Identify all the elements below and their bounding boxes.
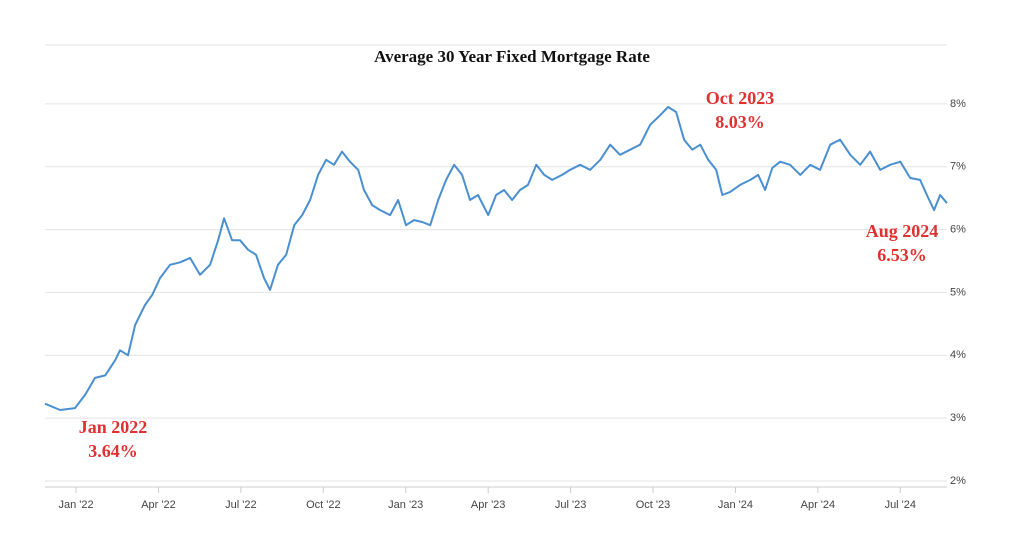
- chart-title: Average 30 Year Fixed Mortgage Rate: [374, 47, 650, 66]
- x-tick-label: Jan '24: [718, 499, 753, 511]
- y-tick-label: 7%: [950, 161, 966, 173]
- annotation: Jan 2022: [79, 417, 148, 437]
- x-tick-label: Jul '24: [885, 499, 916, 511]
- x-tick-label: Jan '23: [388, 499, 423, 511]
- x-tick-label: Apr '22: [141, 499, 176, 511]
- y-tick-label: 5%: [950, 286, 966, 298]
- x-tick-label: Oct '22: [306, 499, 341, 511]
- annotation: 6.53%: [877, 245, 927, 265]
- annotation: 8.03%: [715, 112, 765, 132]
- x-tick-label: Jul '22: [225, 499, 256, 511]
- x-tick-label: Apr '23: [471, 499, 506, 511]
- y-tick-label: 3%: [950, 412, 966, 424]
- annotation: Oct 2023: [706, 88, 774, 108]
- y-tick-label: 4%: [950, 349, 966, 361]
- x-tick-label: Jan '22: [58, 499, 93, 511]
- line-series: [44, 106, 948, 411]
- annotation: 3.64%: [88, 441, 138, 461]
- annotation: Aug 2024: [866, 221, 939, 241]
- y-tick-label: 6%: [950, 223, 966, 235]
- y-tick-label: 8%: [950, 98, 966, 110]
- x-tick-label: Jul '23: [555, 499, 586, 511]
- x-tick-label: Apr '24: [801, 499, 836, 511]
- y-tick-label: 2%: [950, 475, 966, 487]
- x-tick-label: Oct '23: [636, 499, 671, 511]
